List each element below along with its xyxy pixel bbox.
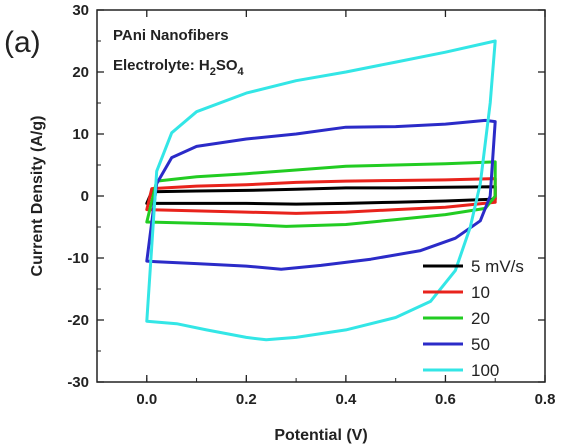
legend-label-2: 10	[471, 283, 490, 302]
x-tick-label: 0.4	[335, 391, 357, 408]
annotation-sample: PAni Nanofibers	[113, 27, 229, 44]
series-layer	[145, 39, 497, 342]
y-tick-label: 0	[81, 188, 89, 205]
electrolyte-prefix: Electrolyte: H	[113, 57, 210, 74]
electrolyte-sub2: 4	[238, 66, 245, 78]
electrolyte-mid: SO	[216, 57, 238, 74]
x-tick-label: 0.8	[535, 391, 556, 408]
y-tick-label: 30	[72, 2, 89, 19]
electrolyte-sub1: 2	[210, 66, 216, 78]
x-tick-label: 0.6	[435, 391, 456, 408]
x-tick-label: 0.0	[136, 391, 157, 408]
legend-label-5: 100	[471, 361, 499, 380]
ticks-layer: 0.0 0.2 0.4 0.6 0.8 -30 -20 -10 0 10 20 30	[67, 2, 555, 408]
legend-label-4: 50	[471, 335, 490, 354]
plot-area: 0.0 0.2 0.4 0.6 0.8 -30 -20 -10 0 10 20 30	[67, 2, 555, 408]
x-axis-title: Potential (V)	[274, 427, 367, 444]
series-line-3	[145, 160, 497, 228]
legend-label-1: 5 mV/s	[471, 257, 524, 276]
series-line-5	[145, 39, 497, 342]
legend-label-3: 20	[471, 309, 490, 328]
y-tick-label: 10	[72, 126, 89, 143]
series-line-4	[145, 118, 497, 271]
y-tick-label: 20	[72, 64, 89, 81]
annotation-electrolyte: Electrolyte: H2SO4	[113, 57, 245, 78]
y-tick-label: -10	[67, 250, 89, 267]
legend: 5 mV/s 10 20 50 100	[423, 257, 524, 380]
series-line-1	[145, 185, 497, 206]
y-tick-label: -20	[67, 312, 89, 329]
panel-label: (a)	[4, 26, 41, 59]
x-tick-label: 0.2	[236, 391, 257, 408]
y-tick-label: -30	[67, 374, 89, 391]
series-line-2	[145, 177, 497, 215]
y-axis-title: Current Density (A/g)	[29, 116, 46, 277]
